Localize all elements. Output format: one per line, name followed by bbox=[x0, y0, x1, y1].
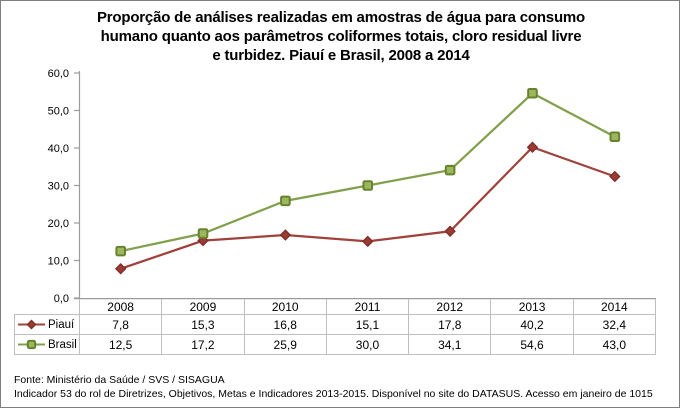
value-cell-piaui: 15,1 bbox=[325, 314, 410, 335]
legend-label-piaui: Piauí bbox=[48, 318, 75, 331]
value-cell-piaui: 40,2 bbox=[490, 314, 574, 335]
data-point-marker bbox=[280, 195, 291, 207]
source-line-2: Indicador 53 do rol de Diretrizes, Objet… bbox=[14, 387, 653, 400]
value-cell-piaui: 32,4 bbox=[572, 314, 657, 335]
y-tick-label: 60,0 bbox=[48, 68, 69, 80]
value-cell-brasil: 12,5 bbox=[78, 334, 163, 355]
data-point-marker bbox=[362, 180, 374, 191]
chart-title-line-1: Proporção de análises realizadas em amos… bbox=[96, 9, 586, 26]
value-cell-piaui: 7,8 bbox=[78, 314, 163, 335]
table-corner-blank bbox=[15, 299, 80, 315]
value-cell-brasil: 54,6 bbox=[490, 334, 574, 355]
data-point-marker bbox=[115, 245, 126, 257]
source-note: Fonte: Ministério da Saúde / SVS / SISAG… bbox=[14, 374, 653, 401]
value-cell-brasil: 43,0 bbox=[572, 334, 657, 355]
data-point-marker bbox=[527, 87, 538, 99]
value-cell-brasil: 25,9 bbox=[243, 334, 327, 355]
series-line-brasil bbox=[120, 91, 616, 253]
chart-title: Proporção de análises realizadas em amos… bbox=[1, 8, 679, 65]
y-tick-label: 0,0 bbox=[54, 293, 69, 305]
y-tick-label: 30,0 bbox=[48, 181, 69, 193]
table-row-brasil: Brasil 12,5 17,2 25,9 30,0 34,1 54,6 43,… bbox=[14, 334, 657, 355]
year-cell: 2010 bbox=[243, 299, 327, 315]
value-cell-brasil: 30,0 bbox=[325, 334, 410, 355]
table-header-row: 2008 2009 2010 2011 2012 2013 2014 bbox=[15, 299, 657, 315]
data-point-marker bbox=[444, 164, 456, 176]
series-line-piaui bbox=[120, 145, 616, 270]
legend-key-piaui-svg bbox=[18, 319, 45, 330]
value-cell-piaui: 15,3 bbox=[161, 314, 245, 335]
data-point-marker bbox=[279, 229, 292, 241]
data-point-marker bbox=[609, 170, 621, 183]
data-point-marker bbox=[526, 141, 539, 153]
year-cell: 2009 bbox=[161, 299, 245, 315]
data-point-marker bbox=[26, 339, 37, 350]
legend-label-brasil: Brasil bbox=[48, 338, 77, 351]
table-row-piaui: Piauí 7,8 15,3 16,8 15,1 17,8 40,2 32,4 bbox=[14, 314, 657, 335]
y-tick-label: 20,0 bbox=[48, 218, 69, 230]
data-point-marker bbox=[26, 319, 37, 330]
value-cell-brasil: 17,2 bbox=[161, 334, 245, 355]
legend-cell-brasil: Brasil bbox=[14, 334, 80, 355]
year-cell: 2011 bbox=[325, 299, 410, 315]
legend-key-brasil-icon bbox=[17, 338, 46, 351]
y-tick-label: 10,0 bbox=[48, 256, 69, 268]
value-cell-brasil: 34,1 bbox=[408, 334, 492, 355]
value-cell-piaui: 16,8 bbox=[243, 314, 327, 335]
data-table: 2008 2009 2010 2011 2012 2013 2014 Piauí… bbox=[14, 299, 657, 355]
data-point-marker bbox=[114, 263, 127, 275]
legend-cell-piaui: Piauí bbox=[14, 314, 80, 335]
year-cell: 2012 bbox=[408, 299, 492, 315]
data-point-marker bbox=[444, 225, 456, 237]
legend-key-piaui-icon bbox=[17, 318, 46, 331]
chart-title-line-3: e turbidez. Piauí e Brasil, 2008 a 2014 bbox=[212, 47, 470, 64]
year-cell: 2013 bbox=[490, 299, 574, 315]
y-tick-label: 40,0 bbox=[48, 143, 69, 155]
source-line-1: Fonte: Ministério da Saúde / SVS / SISAG… bbox=[14, 374, 225, 386]
data-point-marker bbox=[197, 228, 209, 239]
chart-title-line-2: humano quanto aos parâmetros coliformes … bbox=[100, 28, 582, 45]
year-cell: 2008 bbox=[78, 299, 163, 315]
legend-key-brasil-svg bbox=[18, 339, 45, 350]
data-point-marker bbox=[362, 235, 374, 248]
value-cell-piaui: 17,8 bbox=[408, 314, 492, 335]
year-cell: 2014 bbox=[572, 299, 657, 315]
data-point-marker bbox=[609, 131, 621, 143]
y-tick-label: 50,0 bbox=[48, 106, 69, 118]
